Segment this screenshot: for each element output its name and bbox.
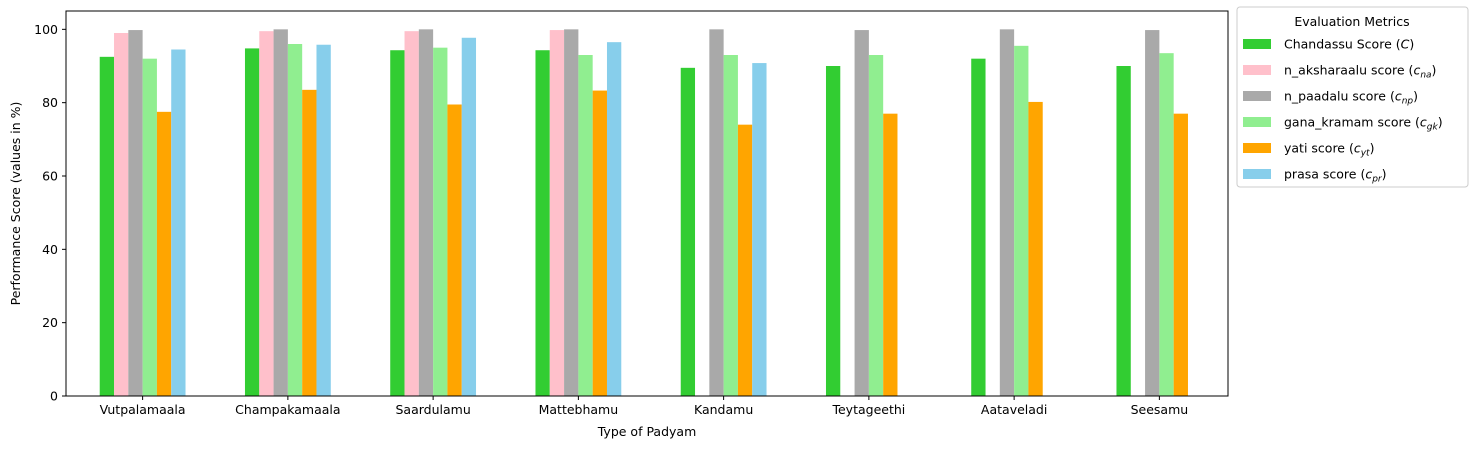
- legend-swatch: [1243, 91, 1271, 101]
- bar-3-mattebhamu: [564, 29, 579, 397]
- bar-4-vutpalamaala: [142, 58, 157, 397]
- bar-6-mattebhamu: [606, 42, 622, 397]
- y-axis-label: Performance Score (values in %): [8, 102, 23, 306]
- bar-1-champakamaala: [244, 48, 260, 397]
- x-tick-label: Aataveladi: [981, 402, 1047, 417]
- bar-6-saardulamu: [461, 37, 477, 397]
- bar-5-champakamaala: [302, 89, 317, 396]
- legend-entry: n_paadalu score (cnp): [1284, 89, 1418, 107]
- bar-1-teytageethi: [825, 66, 841, 396]
- x-tick-label: Vutpalamaala: [100, 402, 186, 417]
- bars-group: [99, 29, 1188, 397]
- bar-3-saardulamu: [418, 29, 434, 397]
- bar-4-aataveladi: [1014, 45, 1029, 396]
- bar-3-teytageethi: [854, 30, 869, 396]
- x-tick-label: Teytageethi: [831, 402, 905, 417]
- legend-swatch: [1243, 117, 1271, 127]
- bar-5-mattebhamu: [592, 90, 607, 396]
- bar-2-champakamaala: [259, 31, 274, 396]
- x-tick-label: Mattebhamu: [539, 402, 619, 417]
- x-tick-label: Kandamu: [694, 402, 753, 417]
- bar-4-saardulamu: [433, 47, 448, 397]
- bar-5-vutpalamaala: [156, 111, 172, 396]
- x-axis: Vutpalamaala Champakamaala Saardulamu Matte…: [100, 396, 1188, 417]
- legend-swatch: [1243, 39, 1271, 49]
- y-tick-label: 20: [42, 315, 58, 330]
- legend-swatch: [1243, 65, 1271, 75]
- bar-1-mattebhamu: [535, 50, 550, 396]
- bar-3-vutpalamaala: [128, 30, 143, 396]
- bar-4-mattebhamu: [578, 55, 593, 396]
- bar-2-saardulamu: [404, 31, 419, 396]
- bar-1-kandamu: [680, 67, 696, 396]
- legend-entry: yati score (cyt): [1284, 141, 1374, 159]
- legend-title: Evaluation Metrics: [1294, 14, 1409, 29]
- bar-4-kandamu: [723, 55, 738, 396]
- bar-5-seesamu: [1173, 113, 1188, 397]
- bar-3-seesamu: [1145, 30, 1160, 396]
- legend-entry: gana_kramam score (cgk): [1284, 115, 1443, 133]
- bar-3-aataveladi: [999, 29, 1015, 397]
- bar-3-kandamu: [709, 29, 724, 397]
- bar-6-champakamaala: [316, 44, 331, 396]
- x-axis-label: Type of Padyam: [597, 424, 697, 439]
- x-tick-label: Champakamaala: [235, 402, 340, 417]
- plot-frame: [65, 10, 1229, 397]
- bar-6-kandamu: [752, 63, 767, 396]
- legend-swatch: [1243, 143, 1271, 153]
- bar-6-vutpalamaala: [171, 49, 186, 396]
- legend-swatch: [1243, 169, 1271, 179]
- legend-frame: [1236, 6, 1469, 188]
- y-tick-label: 80: [42, 95, 58, 110]
- bar-4-seesamu: [1159, 53, 1174, 397]
- bar-5-teytageethi: [883, 113, 898, 397]
- bar-5-saardulamu: [447, 104, 462, 396]
- x-tick-label: Saardulamu: [395, 402, 470, 417]
- y-tick-label: 0: [50, 389, 58, 404]
- bar-5-kandamu: [737, 124, 753, 397]
- bar-1-seesamu: [1116, 66, 1131, 396]
- bar-1-vutpalamaala: [99, 56, 115, 396]
- bar-5-aataveladi: [1028, 101, 1043, 397]
- bar-1-aataveladi: [971, 58, 986, 397]
- bar-1-saardulamu: [390, 50, 405, 396]
- legend-entry: Chandassu Score (C): [1284, 37, 1414, 52]
- y-tick-label: 60: [42, 169, 58, 184]
- legend-entry: prasa score (cpr): [1284, 167, 1387, 185]
- bar-4-champakamaala: [287, 44, 303, 396]
- y-axis: 0 20 40 60 80 100: [34, 22, 66, 404]
- bar-2-mattebhamu: [549, 30, 565, 396]
- y-tick-label: 40: [42, 242, 58, 257]
- y-tick-label: 100: [34, 22, 58, 37]
- x-tick-label: Seesamu: [1131, 402, 1189, 417]
- bar-2-vutpalamaala: [114, 33, 129, 396]
- bar-3-champakamaala: [273, 29, 288, 397]
- legend: Evaluation Metrics Chandassu Score (C) n_…: [1236, 6, 1469, 188]
- legend-entry: n_aksharaalu score (cna): [1284, 63, 1436, 81]
- bar-4-teytageethi: [868, 55, 884, 396]
